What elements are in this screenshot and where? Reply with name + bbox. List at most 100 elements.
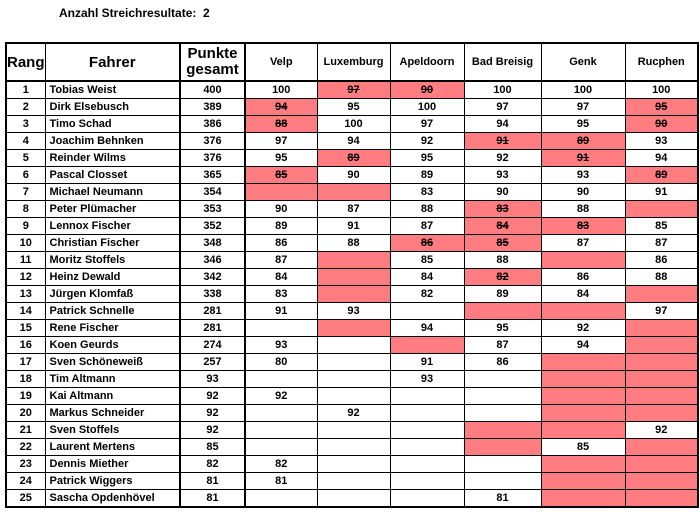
result-cell-apeldoorn: 85 [389,251,465,269]
table-row: 3 Timo Schad 386 88 100 97 94 95 90 [5,115,699,133]
result-cell-velp: 85 [244,166,318,184]
result-cell-apeldoorn [389,421,465,439]
result-cell-rucphen [624,370,699,388]
rank-cell: 9 [5,217,46,235]
result-cell-bad-breisig: 91 [463,132,542,150]
table-row: 14 Patrick Schnelle 281 91 93 97 [5,302,699,320]
result-cell-rucphen [624,387,699,405]
rank-cell: 7 [5,183,46,201]
driver-cell: Tobias Weist [44,80,181,99]
result-cell-luxemburg [316,336,391,354]
total-points-cell: 257 [179,353,246,371]
result-cell-apeldoorn: 82 [389,285,465,303]
driver-cell: Michael Neumann [44,183,181,201]
table-row: 2 Dirk Elsebusch 389 94 95 100 97 97 95 [5,98,699,116]
result-cell-rucphen [624,285,699,303]
result-cell-bad-breisig: 94 [463,115,542,133]
result-cell-genk: 89 [540,132,626,150]
table-row: 8 Peter Plümacher 353 90 87 88 83 88 [5,200,699,218]
result-cell-bad-breisig: 81 [463,489,542,508]
result-cell-luxemburg [316,268,391,286]
result-cell-bad-breisig [463,472,542,490]
result-cell-velp: 97 [244,132,318,150]
result-cell-bad-breisig: 97 [463,98,542,116]
result-cell-velp: 92 [244,387,318,405]
total-points-cell: 92 [179,387,246,405]
result-cell-genk: 84 [540,285,626,303]
result-cell-genk: 93 [540,166,626,184]
result-cell-velp: 95 [244,149,318,167]
result-cell-apeldoorn [389,302,465,320]
total-points-cell: 281 [179,302,246,320]
result-cell-luxemburg: 87 [316,200,391,218]
driver-cell: Sven Stoffels [44,421,181,439]
result-cell-apeldoorn [389,387,465,405]
result-cell-apeldoorn [389,404,465,422]
driver-cell: Patrick Schnelle [44,302,181,320]
rank-cell: 14 [5,302,46,320]
driver-cell: Tim Altmann [44,370,181,388]
total-points-cell: 342 [179,268,246,286]
total-points-cell: 93 [179,370,246,388]
result-cell-velp: 100 [244,80,318,99]
result-cell-apeldoorn: 93 [389,370,465,388]
total-points-cell: 85 [179,438,246,456]
driver-cell: Jürgen Klomfaß [44,285,181,303]
driver-cell: Pascal Closset [44,166,181,184]
result-cell-bad-breisig: 87 [463,336,542,354]
total-points-cell: 92 [179,404,246,422]
result-cell-rucphen: 88 [624,268,699,286]
table-row: 15 Rene Fischer 281 94 95 92 [5,319,699,337]
result-cell-apeldoorn: 90 [389,80,465,99]
table-row: 11 Moritz Stoffels 346 87 85 88 86 [5,251,699,269]
total-points-cell: 92 [179,421,246,439]
result-cell-apeldoorn [389,438,465,456]
result-cell-genk [540,370,626,388]
result-cell-genk [540,302,626,320]
result-cell-bad-breisig [463,302,542,320]
result-cell-rucphen [624,489,699,508]
result-cell-genk [540,421,626,439]
rank-cell: 25 [5,489,46,508]
result-cell-velp: 94 [244,98,318,116]
result-cell-velp: 83 [244,285,318,303]
result-cell-apeldoorn: 84 [389,268,465,286]
total-points-cell: 389 [179,98,246,116]
result-cell-rucphen: 92 [624,421,699,439]
rank-cell: 4 [5,132,46,150]
result-cell-genk: 100 [540,80,626,99]
result-cell-velp: 81 [244,472,318,490]
result-cell-rucphen [624,472,699,490]
result-cell-genk: 92 [540,319,626,337]
result-cell-rucphen [624,353,699,371]
result-cell-luxemburg: 95 [316,98,391,116]
driver-cell: Laurent Mertens [44,438,181,456]
driver-cell: Dennis Miether [44,455,181,473]
driver-cell: Rene Fischer [44,319,181,337]
table-head: Rang Fahrer Punkte gesamt Velp Luxemburg Apel… [5,42,699,82]
result-cell-bad-breisig [463,421,542,439]
result-cell-apeldoorn: 95 [389,149,465,167]
table-row: 22 Laurent Mertens 85 85 [5,438,699,456]
result-cell-velp: 86 [244,234,318,252]
result-cell-bad-breisig: 86 [463,353,542,371]
result-cell-rucphen [624,336,699,354]
result-cell-rucphen [624,404,699,422]
result-cell-genk: 90 [540,183,626,201]
result-cell-bad-breisig: 92 [463,149,542,167]
driver-cell: Joachim Behnken [44,132,181,150]
result-cell-genk: 88 [540,200,626,218]
result-cell-bad-breisig [463,387,542,405]
result-cell-apeldoorn [389,336,465,354]
rank-cell: 8 [5,200,46,218]
result-cell-bad-breisig: 83 [463,200,542,218]
result-cell-velp [244,370,318,388]
result-cell-bad-breisig: 90 [463,183,542,201]
table-body: 1 Tobias Weist 400 100 97 90 100 100 100 2 Dirk El… [5,80,699,508]
result-cell-genk: 87 [540,234,626,252]
column-header-rang: Rang [5,42,46,82]
result-cell-bad-breisig: 84 [463,217,542,235]
table-row: 19 Kai Altmann 92 92 [5,387,699,405]
result-cell-velp: 84 [244,268,318,286]
driver-cell: Sascha Opdenhövel [44,489,181,508]
